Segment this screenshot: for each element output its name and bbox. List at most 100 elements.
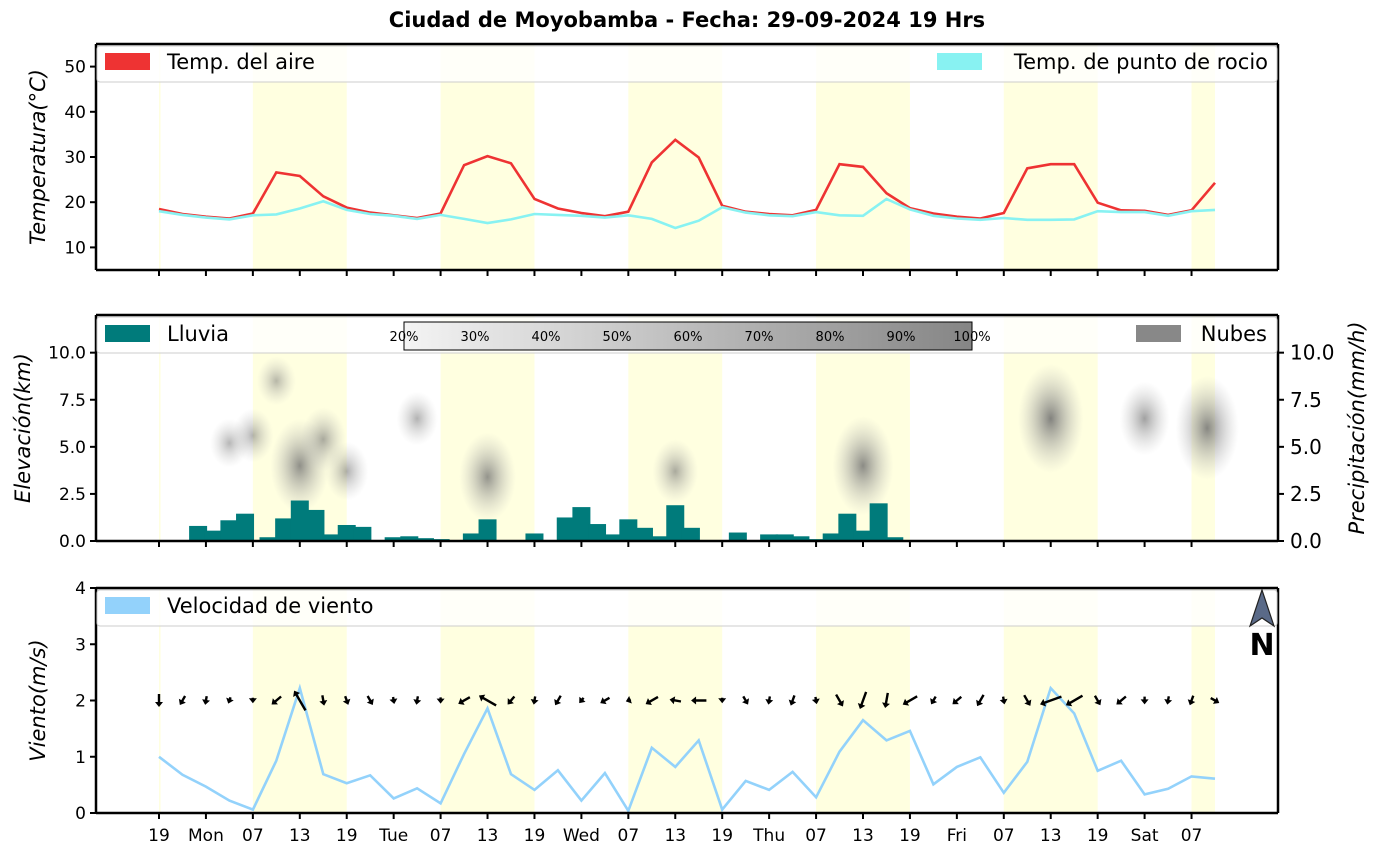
legend-label-wind: Velocidad de viento bbox=[167, 594, 373, 618]
y-tick-label: 2.5 bbox=[59, 485, 86, 505]
wind-arrow bbox=[1023, 694, 1032, 706]
rain-bar bbox=[189, 525, 208, 541]
cloud-contour bbox=[232, 408, 274, 463]
wind-arrow bbox=[811, 696, 820, 705]
x-tick-label: 19 bbox=[711, 826, 733, 846]
wind-arrow-shape bbox=[882, 692, 890, 709]
wind-arrow bbox=[226, 696, 234, 704]
rain-bar bbox=[384, 537, 403, 541]
wind-arrow bbox=[202, 695, 210, 705]
series-line-dew-point bbox=[158, 197, 1216, 230]
wind-arrow-shape bbox=[389, 696, 398, 704]
x-tick-label: 13 bbox=[852, 826, 874, 846]
wind-arrow bbox=[742, 695, 750, 705]
legend-swatch-rain bbox=[105, 325, 150, 342]
wind-arrow bbox=[319, 695, 328, 706]
y-tick-label: 3 bbox=[75, 635, 86, 655]
x-tick-label: Sat bbox=[1131, 826, 1159, 846]
cloud-contour bbox=[1175, 376, 1239, 480]
x-tick-label: 13 bbox=[1040, 826, 1062, 846]
legend-swatch-air-temp bbox=[105, 53, 150, 70]
right-y-axis-label: Precipitación(mm/h) bbox=[1345, 321, 1369, 534]
rain-bar bbox=[478, 519, 497, 541]
wind-arrow-shape bbox=[645, 695, 659, 706]
rain-bar bbox=[760, 534, 779, 541]
wind-arrow-shape bbox=[811, 696, 820, 705]
legend-swatch-dew-point bbox=[937, 53, 982, 70]
wind-arrow bbox=[765, 696, 774, 705]
colorbar-label: 70% bbox=[745, 330, 774, 345]
wind-arrow-shape bbox=[530, 696, 539, 705]
wind-arrow-shape bbox=[554, 695, 562, 706]
rain-bar bbox=[236, 513, 255, 541]
wind-arrow bbox=[691, 696, 707, 705]
cloud-contour bbox=[325, 441, 369, 501]
wind-arrow-shape bbox=[835, 693, 844, 707]
wind-arrow-shape bbox=[788, 694, 797, 706]
wind-arrow bbox=[530, 696, 539, 705]
colorbar-gradient bbox=[403, 321, 973, 351]
wind-arrow bbox=[999, 696, 1008, 705]
rain-bar bbox=[337, 524, 356, 541]
wind-arrow-shape bbox=[1187, 695, 1196, 706]
cloud-cover-colorbar: 20% 30% 40% 50% 60% 70% 80% 90% 100% bbox=[390, 321, 991, 351]
y-tick-label: 4 bbox=[75, 579, 86, 599]
wind-arrow bbox=[293, 690, 307, 711]
wind-arrow bbox=[507, 695, 516, 705]
wind-arrow-shape bbox=[436, 697, 445, 704]
rain-bar bbox=[853, 530, 872, 541]
chart-title: Ciudad de Moyobamba - Fecha: 29-09-2024 … bbox=[389, 8, 985, 32]
daytime-band bbox=[1191, 44, 1215, 270]
colorbar-label: 80% bbox=[816, 330, 845, 345]
wind-arrow bbox=[857, 691, 868, 710]
wind-arrow-shape bbox=[579, 696, 586, 704]
cloud-contour bbox=[396, 391, 438, 446]
series-line-wind-speed bbox=[158, 683, 1216, 814]
wind-arrow-shape bbox=[366, 695, 374, 705]
rain-bar bbox=[588, 524, 607, 541]
wind-arrow bbox=[178, 695, 187, 706]
wind-arrow-shape bbox=[1023, 694, 1032, 706]
wind-arrow bbox=[669, 696, 682, 705]
right-y-tick-label: 10.0 bbox=[1290, 341, 1335, 365]
rain-bar bbox=[572, 507, 591, 541]
x-tick-label: Thu bbox=[752, 826, 785, 846]
y-tick-label: 10 bbox=[64, 238, 86, 258]
rain-bar bbox=[822, 533, 841, 541]
x-tick-label: 13 bbox=[664, 826, 686, 846]
wind-arrow-shape bbox=[669, 696, 682, 705]
rain-bar bbox=[306, 509, 325, 541]
wind-arrow-shape bbox=[178, 695, 187, 706]
wind-arrow-shape bbox=[226, 696, 234, 704]
rain-bar bbox=[275, 518, 294, 541]
wind-arrow bbox=[436, 697, 445, 704]
wind-arrow bbox=[625, 695, 632, 704]
wind-arrow-shape bbox=[248, 697, 257, 704]
rain-bar bbox=[259, 537, 278, 541]
wind-arrow bbox=[976, 694, 985, 707]
wind-arrow bbox=[554, 695, 562, 706]
wind-arrow bbox=[952, 695, 963, 705]
precipitation-clouds-panel: 0.0 0.0 2.5 2.5 5.0 5.0 7.5 7.5 10.0 10.0 Elevació… bbox=[11, 313, 1369, 553]
rain-bar bbox=[838, 513, 857, 541]
legend-box bbox=[96, 589, 1278, 627]
wind-arrow bbox=[882, 692, 890, 709]
right-y-tick-label: 0.0 bbox=[1290, 529, 1322, 553]
y-axis-label: Elevación(km) bbox=[11, 353, 35, 503]
wind-arrow-shape bbox=[1140, 696, 1149, 705]
x-tick-label: 07 bbox=[993, 826, 1015, 846]
series-line-air-temp bbox=[158, 138, 1216, 220]
y-tick-label: 5.0 bbox=[59, 438, 86, 458]
wind-arrow bbox=[271, 695, 282, 705]
x-tick-label: 19 bbox=[1087, 826, 1109, 846]
wind-arrow bbox=[600, 696, 611, 705]
rain-bar bbox=[885, 537, 904, 541]
rain-bar bbox=[619, 519, 638, 541]
wind-arrow bbox=[389, 696, 398, 704]
x-tick-label: 07 bbox=[242, 826, 264, 846]
wind-arrow-shape bbox=[1040, 695, 1062, 707]
wind-arrow bbox=[1164, 696, 1173, 705]
wind-arrow-shape bbox=[1065, 694, 1084, 707]
rain-bar bbox=[290, 500, 309, 541]
